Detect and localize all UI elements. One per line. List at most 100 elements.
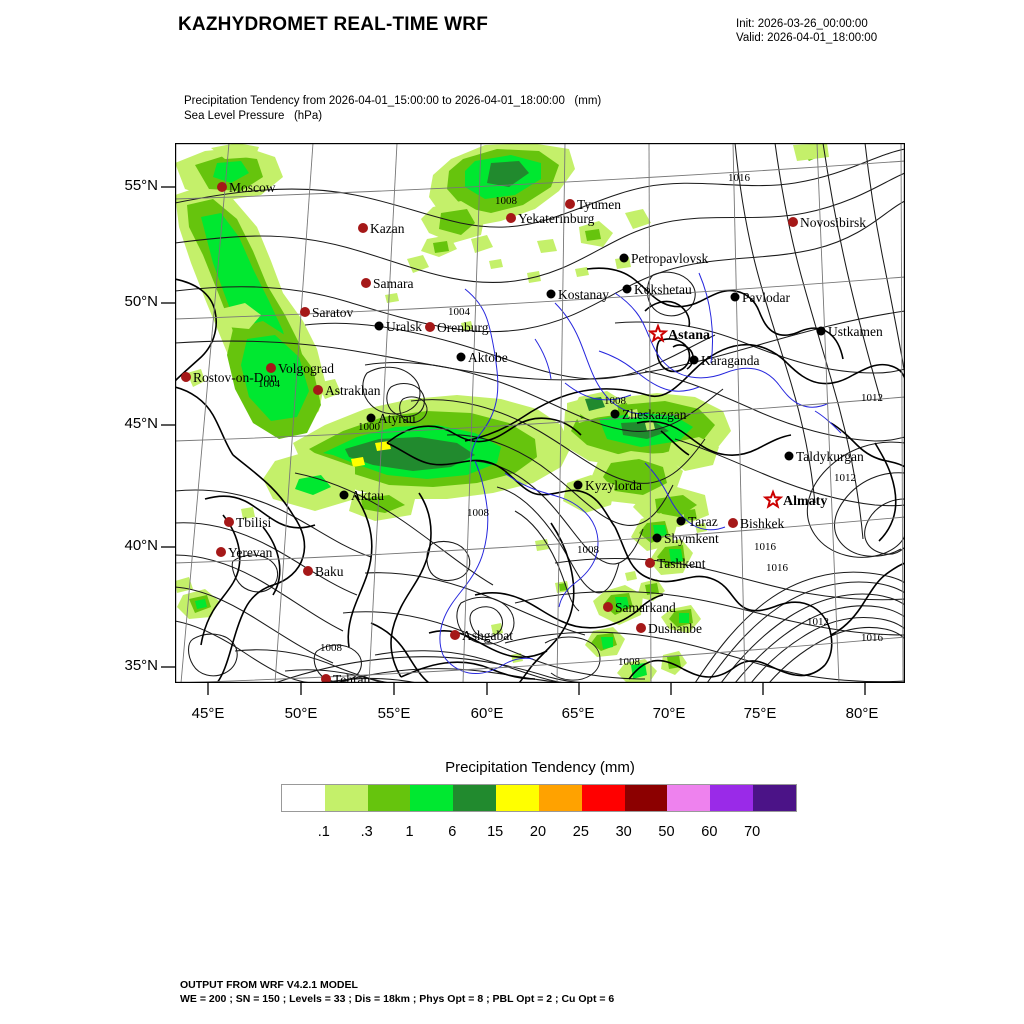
city-label: Astrakhan <box>325 383 381 398</box>
city-dot <box>506 213 516 223</box>
footer-line-1: OUTPUT FROM WRF V4.2.1 MODEL <box>180 979 358 991</box>
isobar-labels-layer: 1016 1008 1004 1004 1008 1000 1012 1012 1008 1008… <box>258 172 884 668</box>
city-label: Moscow <box>229 180 276 195</box>
city-marker-taraz: Taraz <box>676 514 718 529</box>
city-dot <box>546 289 556 299</box>
city-marker-kostanay: Kostanay <box>546 287 609 302</box>
city-dot <box>339 490 349 500</box>
colorbar-swatch <box>367 785 411 811</box>
city-dot <box>266 363 276 373</box>
isobar-label: 1008 <box>495 195 518 207</box>
isobar-label: 1016 <box>754 541 777 553</box>
city-label: Almaty <box>783 494 827 509</box>
isobar-label: 1008 <box>604 395 627 407</box>
coastlines <box>175 267 905 683</box>
city-dot <box>784 451 794 461</box>
city-marker-pavlodar: Pavlodar <box>730 290 790 305</box>
city-dot <box>216 547 226 557</box>
city-dot <box>450 630 460 640</box>
x-axis-ticks <box>207 683 866 695</box>
page-title: KAZHYDROMET REAL-TIME WRF <box>178 14 489 35</box>
city-label: Ustkamen <box>828 324 883 339</box>
city-marker-yerevan: Yerevan <box>216 545 273 560</box>
x-axis-label: 70°E <box>652 705 686 722</box>
city-marker-astrakhan: Astrakhan <box>313 383 381 398</box>
city-marker-rostov-on-don: Rostov-on-Don <box>181 370 277 385</box>
city-dot <box>636 623 646 633</box>
city-dot <box>565 199 575 209</box>
city-label: Petropavlovsk <box>631 251 708 266</box>
city-dot <box>610 409 620 419</box>
city-marker-tehran: Tehran <box>321 672 371 683</box>
city-marker-kokshetau: Kokshetau <box>622 282 692 297</box>
colorbar <box>281 784 797 812</box>
colorbar-swatch <box>624 785 668 811</box>
city-dot <box>603 602 613 612</box>
city-marker-samarkand: Samarkand <box>603 600 676 615</box>
colorbar-tick: 1 <box>405 824 414 840</box>
colorbar-tick: 15 <box>487 824 504 840</box>
city-marker-taldykurgan: Taldykurgan <box>784 449 864 464</box>
colorbar-tick: 30 <box>615 824 632 840</box>
y-axis-label: 50°N <box>124 293 158 310</box>
x-axis-label: 75°E <box>743 705 777 722</box>
city-marker-aktau: Aktau <box>339 488 384 503</box>
city-label: Volgograd <box>278 361 334 376</box>
isobar-label: 1016 <box>728 172 751 184</box>
city-marker-uralsk: Uralsk <box>374 319 422 334</box>
model-run-info: Init: 2026-03-26_00:00:00 Valid: 2026-04… <box>736 17 877 45</box>
city-marker-yekaterinburg: Yekaterinburg <box>506 211 595 226</box>
city-dot <box>622 284 632 294</box>
colorbar-tick: .1 <box>317 824 330 840</box>
isobar-label: 1008 <box>467 507 490 519</box>
city-label: Kokshetau <box>634 282 692 297</box>
colorbar-tick: 20 <box>529 824 547 840</box>
city-label: Pavlodar <box>742 290 790 305</box>
x-axis-label: 65°E <box>561 705 595 722</box>
city-dot <box>689 355 699 365</box>
city-marker-petropavlovsk: Petropavlovsk <box>619 251 708 266</box>
city-label: Dushanbe <box>648 621 702 636</box>
city-dot <box>788 217 798 227</box>
colorbar-tick-labels: .1 .3 1 6 15 20 25 30 50 60 70 <box>281 820 795 844</box>
colorbar-tick: 50 <box>658 824 675 840</box>
init-time: Init: 2026-03-26_00:00:00 <box>736 18 868 30</box>
city-dot <box>361 278 371 288</box>
map-frame <box>175 143 905 683</box>
colorbar-tick: 60 <box>701 824 718 840</box>
city-label: Taraz <box>688 514 718 529</box>
city-dot <box>619 253 629 263</box>
isobar-label: 1012 <box>861 392 883 404</box>
city-label: Saratov <box>312 305 353 320</box>
city-label: Tyumen <box>577 197 621 212</box>
city-dot <box>181 372 191 382</box>
city-dot <box>303 566 313 576</box>
city-marker-saratov: Saratov <box>300 305 353 320</box>
isobar-label: 1008 <box>577 544 600 556</box>
city-label: Ashgabat <box>462 628 513 643</box>
city-dot <box>456 352 466 362</box>
isobar-label: 1012 <box>807 616 829 628</box>
city-marker-aktobe: Aktobe <box>456 350 508 365</box>
city-marker-kyzylorda: Kyzylorda <box>573 478 642 493</box>
city-marker-samara: Samara <box>361 276 413 291</box>
colorbar-title: Precipitation Tendency (mm) <box>445 759 635 776</box>
capital-marker-almaty: Almaty <box>762 489 827 509</box>
city-marker-baku: Baku <box>303 564 344 579</box>
city-marker-zheskazgan: Zheskazgan <box>610 407 687 422</box>
x-axis-label: 60°E <box>470 705 504 722</box>
city-marker-kazan: Kazan <box>358 221 405 236</box>
city-marker-volgograd: Volgograd <box>266 361 334 376</box>
sea-level-pressure-contours <box>175 143 905 683</box>
city-label: Kostanay <box>558 287 609 302</box>
subtitle-precip-line: Precipitation Tendency from 2026-04-01_1… <box>184 95 602 107</box>
city-label: Zheskazgan <box>622 407 687 422</box>
colorbar-tick: 70 <box>744 824 761 840</box>
city-marker-ustkamen: Ustkamen <box>816 324 883 339</box>
colorbar-swatch <box>581 785 625 811</box>
map-canvas: Moscow Kazan Samara Saratov Uralsk Orenburg Ak… <box>175 143 905 683</box>
city-label: Uralsk <box>386 319 422 334</box>
y-axis-label: 55°N <box>124 177 158 194</box>
city-label: Taldykurgan <box>796 449 864 464</box>
